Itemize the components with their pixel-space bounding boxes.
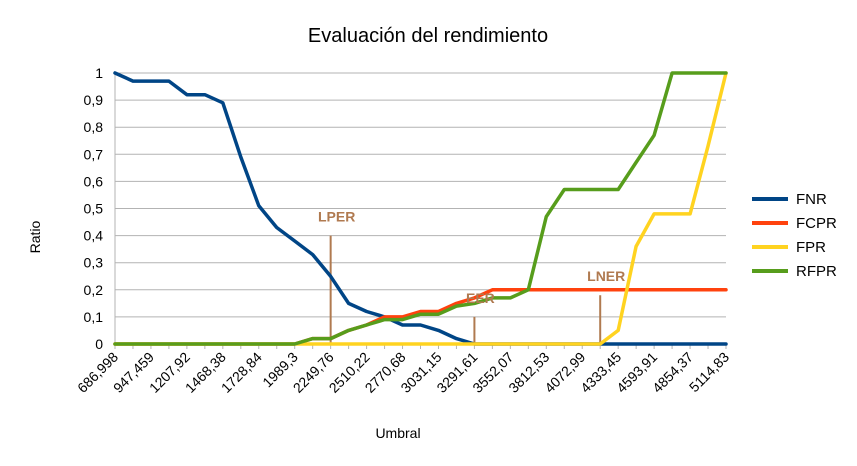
legend-label: RFPR [796,263,837,280]
annotation-label: LPER [318,209,355,225]
x-tick-label: 1728,84 [218,349,265,396]
y-tick-label: 0,5 [84,201,104,217]
series-lines [113,71,728,346]
y-tick-label: 0,9 [84,92,104,108]
x-tick-label: 4854,37 [649,349,696,396]
y-tick-label: 0 [95,336,103,352]
y-tick-label: 0,6 [84,173,104,189]
chart-title: Evaluación del rendimiento [308,25,548,47]
y-tick-labels: 0 0,1 0,2 0,3 0,4 0,5 0,6 0,7 0,8 0,9 1 [84,65,104,352]
y-tick-label: 0,3 [84,255,104,271]
legend-label: FCPR [796,215,837,232]
annotation-label: EER [466,290,495,306]
legend-label: FPR [796,239,826,256]
gridlines [115,72,726,345]
series-line-rfpr [113,71,728,346]
y-tick-label: 0,8 [84,119,104,135]
axes [114,73,727,349]
y-tick-label: 0,4 [84,228,104,244]
annotation-label: LNER [587,268,625,284]
legend: FNR FCPR FPR RFPR [752,191,837,280]
y-tick-label: 0,1 [84,309,104,325]
x-tick-labels: 686,998947,4591207,921468,381728,841989,… [74,349,732,396]
series-line-fnr [113,71,728,346]
legend-label: FNR [796,191,827,208]
x-tick-label: 5114,83 [686,349,733,396]
annotation-lines [329,235,602,344]
y-axis-title: Ratio [27,220,43,253]
y-tick-label: 0,2 [84,282,104,298]
y-tick-label: 0,7 [84,146,104,162]
y-tick-label: 1 [95,65,103,81]
x-axis-title: Umbral [375,425,420,441]
annotation-labels: LPER EER LNER [318,209,625,306]
